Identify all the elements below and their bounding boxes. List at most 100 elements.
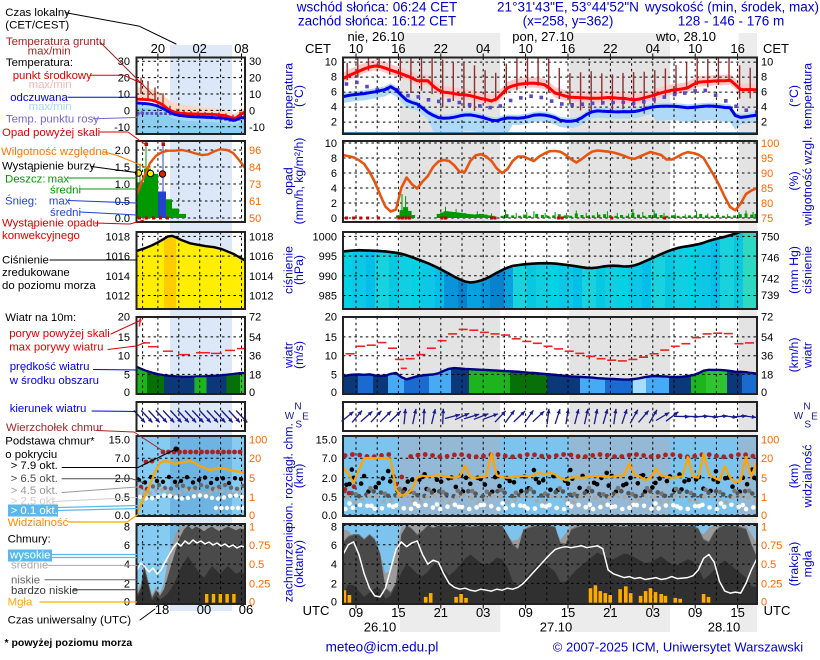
svg-text:Śnieg:: Śnieg: bbox=[5, 194, 37, 207]
svg-text:Deszcz:: Deszcz: bbox=[5, 174, 46, 186]
svg-text:Czas lokalny: Czas lokalny bbox=[5, 7, 70, 19]
svg-text:1.5: 1.5 bbox=[115, 162, 130, 174]
svg-text:średni: średni bbox=[50, 185, 81, 197]
svg-text:8: 8 bbox=[331, 72, 337, 84]
svg-text:Mgła: Mgła bbox=[8, 597, 33, 609]
svg-text:04: 04 bbox=[476, 41, 490, 56]
svg-text:© 2007-2025 ICM, Uniwersytet W: © 2007-2025 ICM, Uniwersytet Warszawski bbox=[553, 640, 804, 655]
svg-text:10: 10 bbox=[325, 57, 337, 69]
svg-text:UTC: UTC bbox=[303, 603, 330, 618]
svg-text:CET: CET bbox=[305, 41, 331, 56]
svg-text:1014: 1014 bbox=[249, 271, 273, 283]
svg-text:punkt środkowy: punkt środkowy bbox=[13, 70, 92, 82]
svg-text:meteo@icm.edu.pl: meteo@icm.edu.pl bbox=[326, 640, 439, 655]
svg-text:85: 85 bbox=[761, 183, 773, 195]
svg-text:15.0: 15.0 bbox=[109, 435, 130, 447]
svg-text:15: 15 bbox=[391, 605, 405, 620]
svg-text:6: 6 bbox=[331, 540, 337, 552]
svg-text:w środku obszaru: w środku obszaru bbox=[9, 375, 99, 387]
svg-text:1016: 1016 bbox=[106, 251, 130, 263]
svg-text:03: 03 bbox=[476, 605, 490, 620]
svg-text:28.10: 28.10 bbox=[708, 620, 741, 635]
svg-text:742: 742 bbox=[761, 274, 779, 286]
svg-text:bardzo niskie: bardzo niskie bbox=[11, 585, 78, 597]
svg-text:08: 08 bbox=[234, 41, 248, 56]
svg-text:max: max bbox=[48, 174, 70, 186]
svg-text:0.25: 0.25 bbox=[249, 578, 270, 590]
svg-text:2: 2 bbox=[124, 578, 130, 590]
svg-text:0.5: 0.5 bbox=[249, 559, 264, 571]
svg-text:E: E bbox=[811, 412, 818, 423]
svg-text:Czas uniwersalny (UTC): Czas uniwersalny (UTC) bbox=[8, 615, 132, 627]
svg-text:Temp. punktu rosy: Temp. punktu rosy bbox=[6, 114, 99, 126]
svg-text:opad: opad bbox=[282, 167, 296, 195]
svg-text:widzialność: widzialność bbox=[801, 445, 815, 509]
svg-text:(CET/CEST): (CET/CEST) bbox=[5, 20, 69, 32]
svg-text:UTC: UTC bbox=[764, 603, 791, 618]
svg-text:96: 96 bbox=[249, 145, 261, 157]
svg-text:20: 20 bbox=[249, 73, 261, 85]
svg-text:(%): (%) bbox=[787, 171, 801, 190]
svg-text:(mm/h, kg/m²/h): (mm/h, kg/m²/h) bbox=[292, 138, 306, 225]
svg-text:750: 750 bbox=[761, 231, 779, 243]
svg-text:N: N bbox=[294, 402, 301, 413]
svg-text:20: 20 bbox=[325, 312, 337, 324]
svg-text:27.10: 27.10 bbox=[540, 620, 573, 635]
svg-text:10: 10 bbox=[349, 41, 363, 56]
svg-text:2.0: 2.0 bbox=[322, 473, 337, 485]
svg-text:95: 95 bbox=[761, 153, 773, 165]
svg-text:Wilgotność względna: Wilgotność względna bbox=[1, 146, 109, 158]
svg-text:odczuwana: odczuwana bbox=[10, 92, 68, 104]
svg-text:2.0: 2.0 bbox=[115, 145, 130, 157]
svg-text:(°C): (°C) bbox=[292, 85, 306, 107]
svg-text:nie, 26.10: nie, 26.10 bbox=[347, 29, 404, 44]
svg-text:10: 10 bbox=[761, 57, 773, 69]
svg-text:(oktanty): (oktanty) bbox=[292, 540, 306, 588]
svg-text:średni: średni bbox=[50, 207, 81, 219]
svg-text:0: 0 bbox=[761, 387, 767, 399]
svg-text:20: 20 bbox=[761, 453, 773, 465]
svg-text:80: 80 bbox=[761, 198, 773, 210]
svg-text:zredukowane: zredukowane bbox=[2, 267, 70, 279]
svg-text:10: 10 bbox=[688, 41, 702, 56]
svg-text:(km): (km) bbox=[787, 464, 801, 489]
svg-text:Chmury:: Chmury: bbox=[8, 533, 51, 545]
svg-text:1018: 1018 bbox=[106, 231, 130, 243]
svg-text:2: 2 bbox=[331, 578, 337, 590]
svg-text:1: 1 bbox=[249, 522, 255, 534]
svg-text:Wystąpienie burzy: Wystąpienie burzy bbox=[2, 161, 95, 173]
svg-text:> 0.1 okt.: > 0.1 okt. bbox=[11, 505, 58, 517]
svg-text:S: S bbox=[295, 420, 302, 431]
svg-text:Wierzchołek chmur: Wierzchołek chmur bbox=[6, 422, 103, 434]
svg-text:4: 4 bbox=[331, 559, 337, 571]
svg-text:(x=258, y=362): (x=258, y=362) bbox=[523, 14, 614, 29]
svg-text:21: 21 bbox=[603, 605, 617, 620]
svg-text:1000: 1000 bbox=[313, 231, 337, 243]
svg-text:128 - 146 - 176 m: 128 - 146 - 176 m bbox=[678, 14, 785, 29]
svg-text:do poziomu morza: do poziomu morza bbox=[2, 280, 96, 292]
svg-text:09: 09 bbox=[349, 605, 363, 620]
svg-text:zachód słońca: 16:12 CET: zachód słońca: 16:12 CET bbox=[298, 14, 456, 29]
svg-text:wschód słońca: 06:24 CET: wschód słońca: 06:24 CET bbox=[296, 0, 458, 15]
svg-text:36: 36 bbox=[249, 351, 261, 363]
svg-text:1014: 1014 bbox=[106, 271, 130, 283]
svg-text:(°C): (°C) bbox=[787, 85, 801, 107]
svg-text:6: 6 bbox=[124, 540, 130, 552]
svg-text:22: 22 bbox=[603, 41, 617, 56]
svg-text:10: 10 bbox=[325, 351, 337, 363]
svg-text:10: 10 bbox=[118, 351, 130, 363]
svg-text:0: 0 bbox=[761, 510, 767, 522]
svg-text:pion. rozciągł. chm.: pion. rozciągł. chm. bbox=[282, 423, 296, 529]
svg-text:10: 10 bbox=[518, 41, 532, 56]
svg-text:8: 8 bbox=[124, 522, 130, 534]
svg-text:0: 0 bbox=[331, 213, 337, 225]
svg-text:746: 746 bbox=[761, 253, 779, 265]
svg-text:N: N bbox=[803, 402, 810, 413]
svg-text:00: 00 bbox=[197, 602, 211, 617]
svg-text:0: 0 bbox=[761, 597, 767, 609]
svg-text:W: W bbox=[285, 411, 295, 422]
svg-text:0.5: 0.5 bbox=[761, 559, 776, 571]
svg-text:100: 100 bbox=[761, 138, 779, 150]
svg-text:02: 02 bbox=[192, 41, 206, 56]
svg-text:zachmurzenie: zachmurzenie bbox=[282, 526, 296, 603]
